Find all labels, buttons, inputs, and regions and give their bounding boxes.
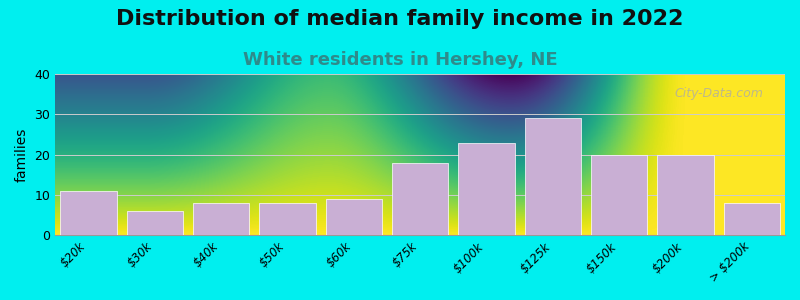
Bar	[658, 155, 714, 235]
Bar	[525, 118, 581, 235]
Text: City-Data.com: City-Data.com	[674, 87, 763, 100]
Y-axis label: families: families	[15, 128, 29, 182]
Bar	[591, 155, 647, 235]
Bar	[458, 142, 514, 235]
Bar	[259, 203, 316, 235]
Bar	[724, 203, 780, 235]
Text: White residents in Hershey, NE: White residents in Hershey, NE	[242, 51, 558, 69]
Text: Distribution of median family income in 2022: Distribution of median family income in …	[116, 9, 684, 29]
Bar	[326, 199, 382, 235]
Bar	[392, 163, 448, 235]
Bar	[126, 211, 183, 235]
Bar	[193, 203, 250, 235]
Bar	[60, 191, 117, 235]
